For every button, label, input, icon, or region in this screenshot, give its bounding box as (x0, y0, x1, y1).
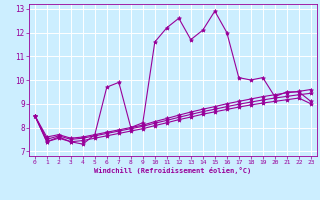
X-axis label: Windchill (Refroidissement éolien,°C): Windchill (Refroidissement éolien,°C) (94, 167, 252, 174)
